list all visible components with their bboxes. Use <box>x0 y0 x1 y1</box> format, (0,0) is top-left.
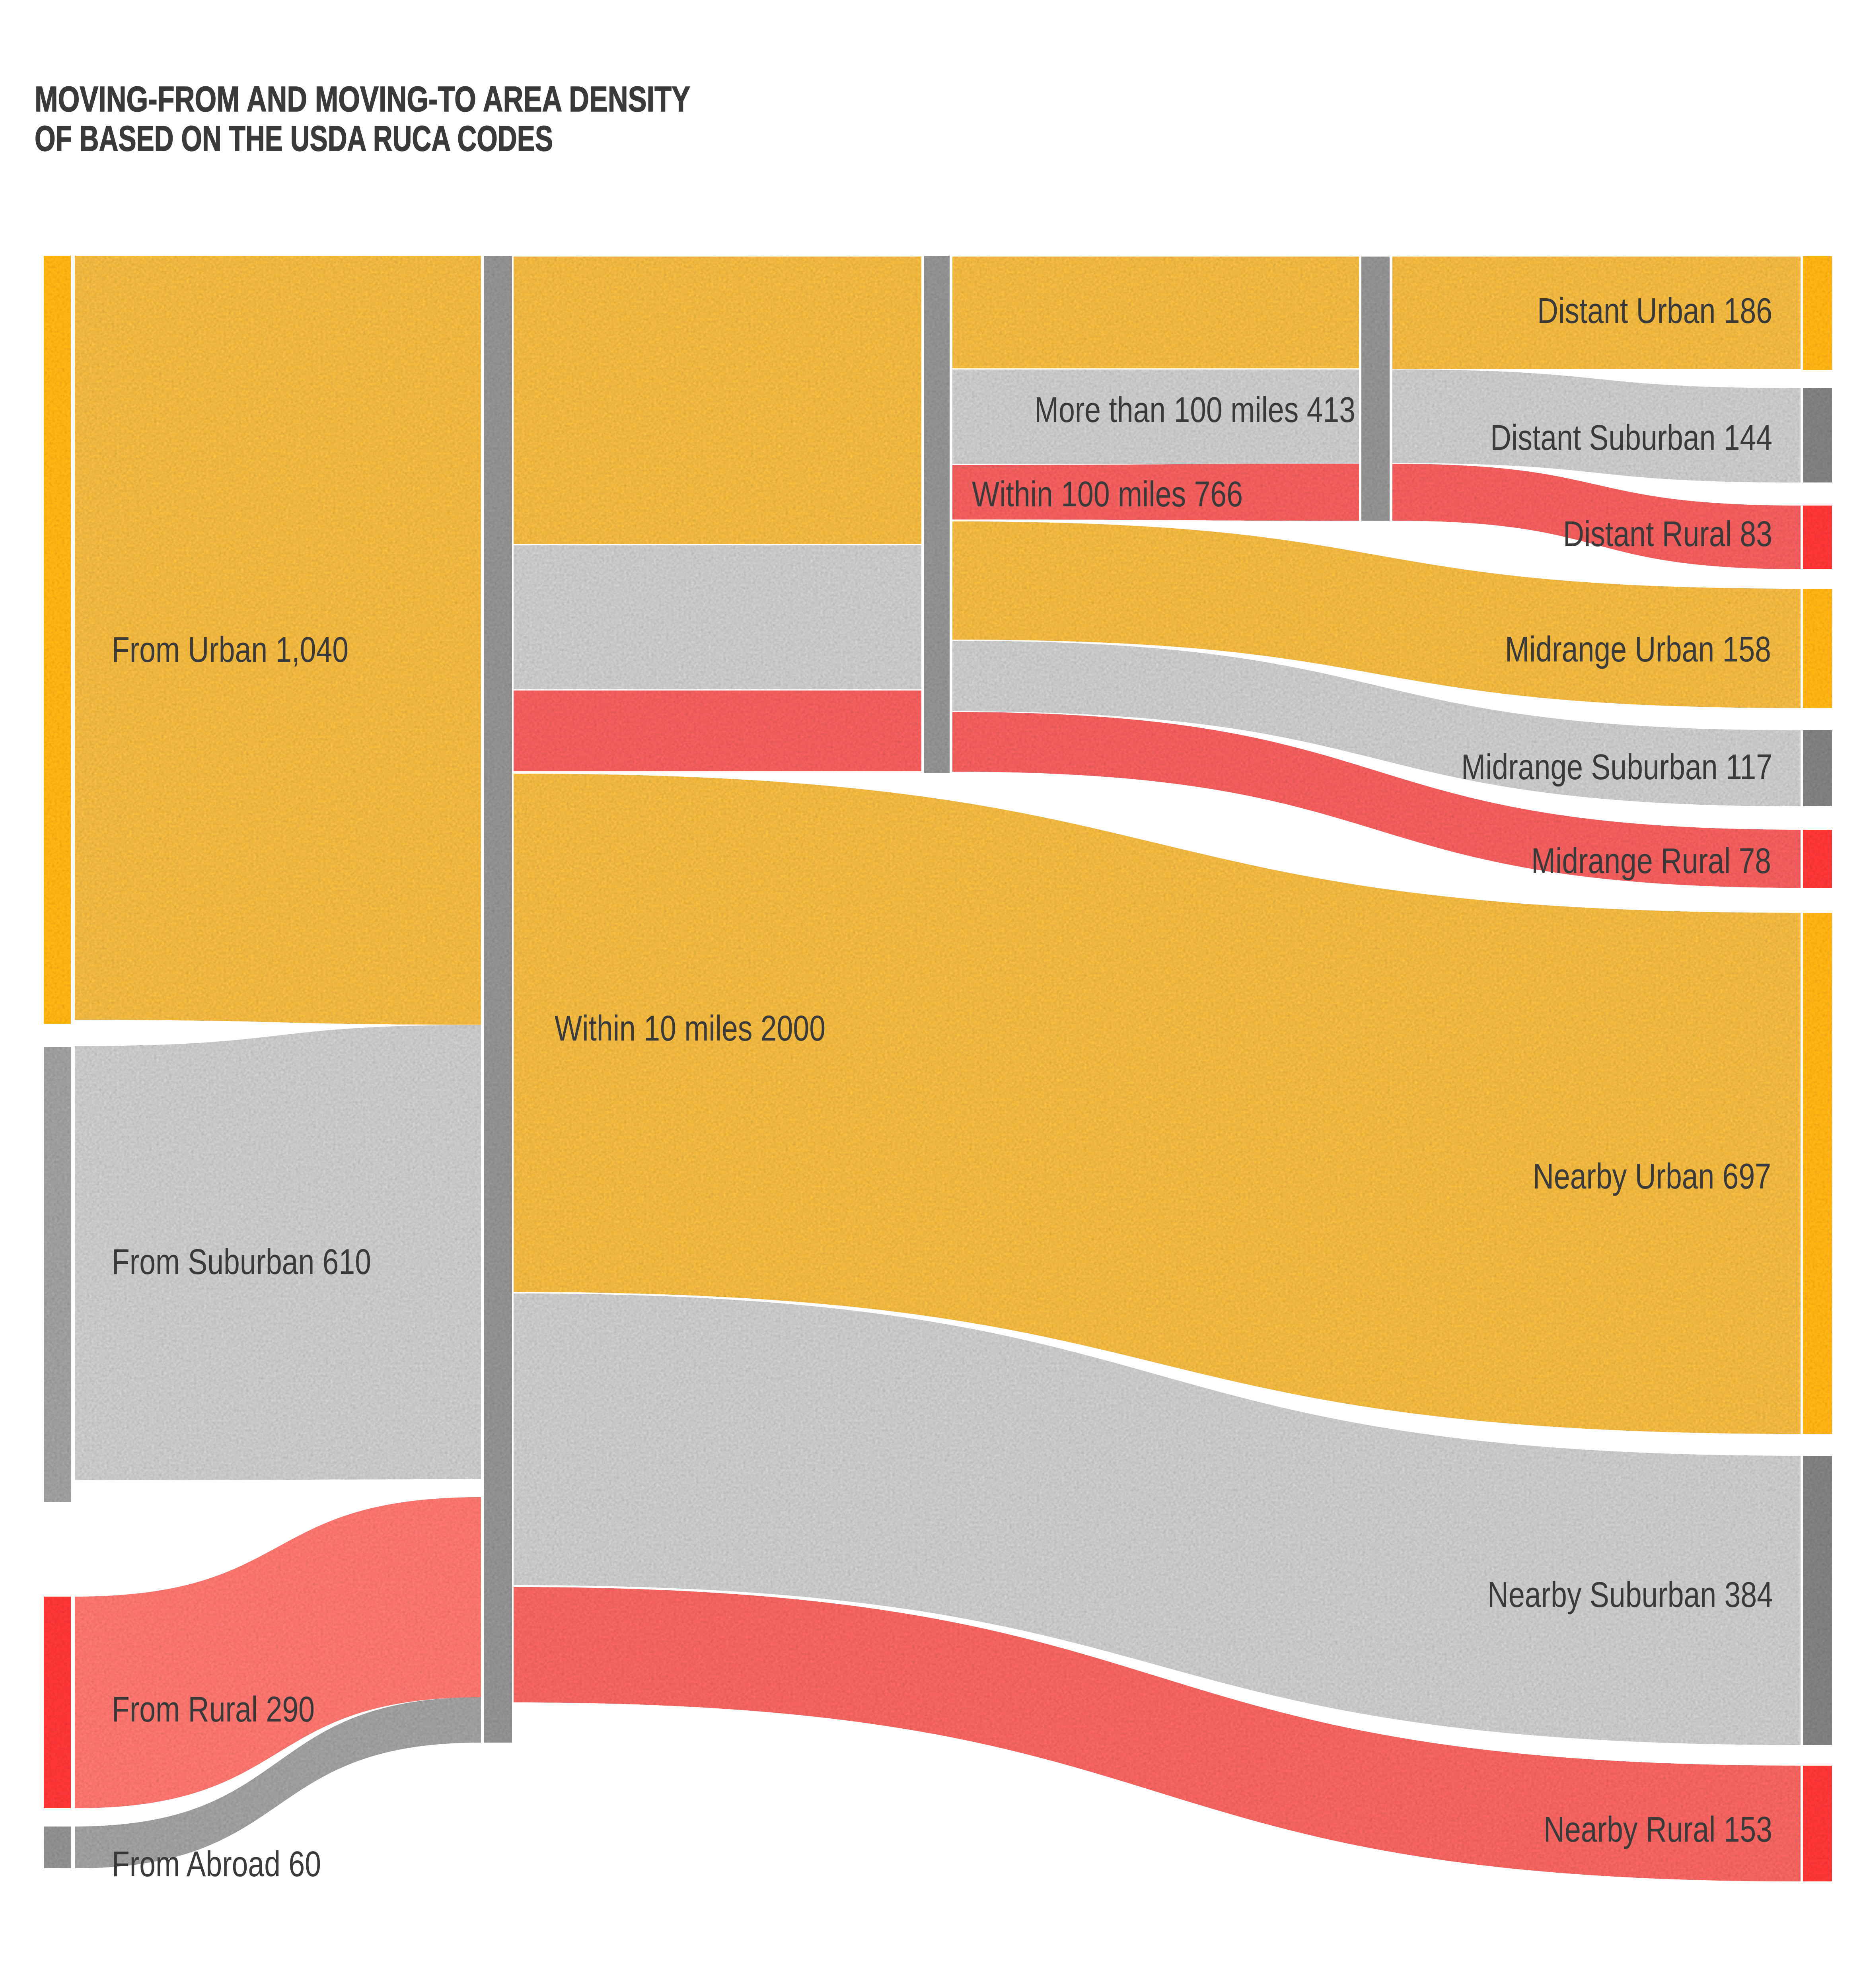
svg-text:From Urban 1,040: From Urban 1,040 <box>112 630 348 670</box>
svg-text:OF BASED ON THE USDA RUCA CODE: OF BASED ON THE USDA RUCA CODES <box>35 119 553 159</box>
svg-text:Within 10 miles 2000: Within 10 miles 2000 <box>555 1009 825 1048</box>
svg-text:Distant Suburban 144: Distant Suburban 144 <box>1490 418 1772 458</box>
svg-text:From Rural 290: From Rural 290 <box>112 1690 315 1729</box>
svg-text:Within 100 miles 766: Within 100 miles 766 <box>972 475 1243 514</box>
svg-text:Nearby Suburban 384: Nearby Suburban 384 <box>1487 1575 1773 1615</box>
svg-text:From Suburban 610: From Suburban 610 <box>112 1242 371 1282</box>
svg-text:More than 100 miles 413: More than 100 miles 413 <box>1034 390 1355 430</box>
svg-text:Nearby Rural 153: Nearby Rural 153 <box>1544 1810 1772 1850</box>
svg-text:Midrange Rural 78: Midrange Rural 78 <box>1531 841 1771 881</box>
svg-text:Midrange Suburban 117: Midrange Suburban 117 <box>1461 747 1772 787</box>
svg-text:Distant Urban 186: Distant Urban 186 <box>1537 291 1772 331</box>
svg-text:Distant Rural 83: Distant Rural 83 <box>1563 514 1772 554</box>
svg-text:MOVING-FROM AND MOVING-TO AREA: MOVING-FROM AND MOVING-TO AREA DENSITY <box>35 80 690 119</box>
svg-text:From Abroad 60: From Abroad 60 <box>112 1844 321 1884</box>
svg-text:Nearby Urban 697: Nearby Urban 697 <box>1533 1157 1771 1196</box>
svg-text:Midrange Urban 158: Midrange Urban 158 <box>1505 630 1771 669</box>
